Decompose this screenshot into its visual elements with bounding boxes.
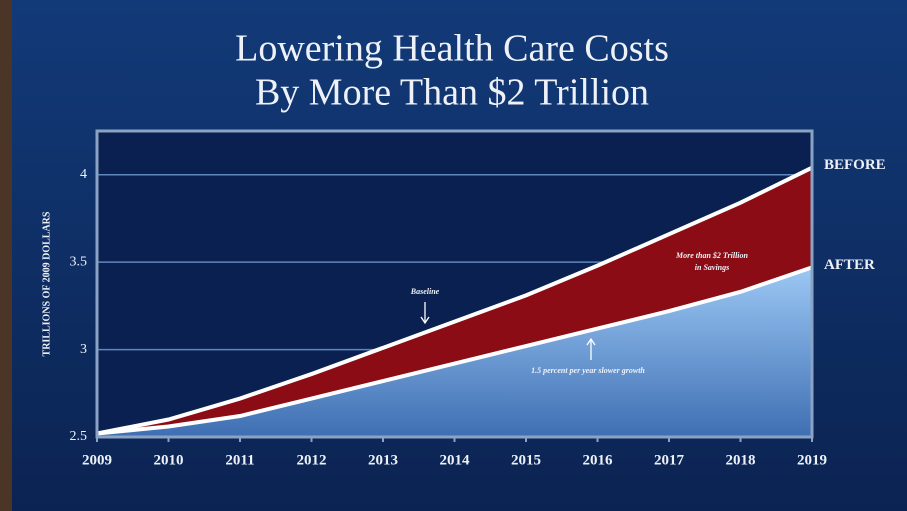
x-tick-label: 2011 xyxy=(225,452,254,468)
annotation: More than $2 Trillion xyxy=(675,251,748,260)
x-tick-label: 2015 xyxy=(511,452,541,468)
annotation: in Savings xyxy=(695,263,729,272)
series-label: BEFORE xyxy=(824,157,886,173)
y-axis-label: TRILLIONS OF 2009 DOLLARS xyxy=(41,211,52,356)
left-edge xyxy=(0,0,12,511)
y-tick-label: 2.5 xyxy=(70,429,88,444)
y-tick-label: 3 xyxy=(80,342,87,357)
x-tick-label: 2012 xyxy=(297,452,327,468)
chart-title: Lowering Health Care Costs xyxy=(235,28,669,70)
x-tick-label: 2018 xyxy=(726,452,756,468)
y-tick-label: 4 xyxy=(80,167,87,182)
x-tick-label: 2016 xyxy=(583,452,614,468)
x-tick-label: 2019 xyxy=(797,452,827,468)
annotation: 1.5 percent per year slower growth xyxy=(531,366,645,375)
y-tick-label: 3.5 xyxy=(70,254,88,269)
arrow xyxy=(420,302,430,325)
annotation: Baseline xyxy=(410,287,440,296)
plot-frame xyxy=(95,129,814,439)
x-tick-label: 2014 xyxy=(440,452,471,468)
arrow xyxy=(586,337,596,360)
line xyxy=(96,265,813,436)
chart-title: By More Than $2 Trillion xyxy=(255,72,649,114)
area xyxy=(97,267,812,437)
x-tick-label: 2017 xyxy=(654,452,685,468)
x-tick-label: 2010 xyxy=(154,452,184,468)
line xyxy=(96,165,813,436)
x-tick-label: 2013 xyxy=(368,452,398,468)
series-label: AFTER xyxy=(824,257,875,273)
x-tick-label: 2009 xyxy=(82,452,112,468)
arrows xyxy=(420,302,596,360)
